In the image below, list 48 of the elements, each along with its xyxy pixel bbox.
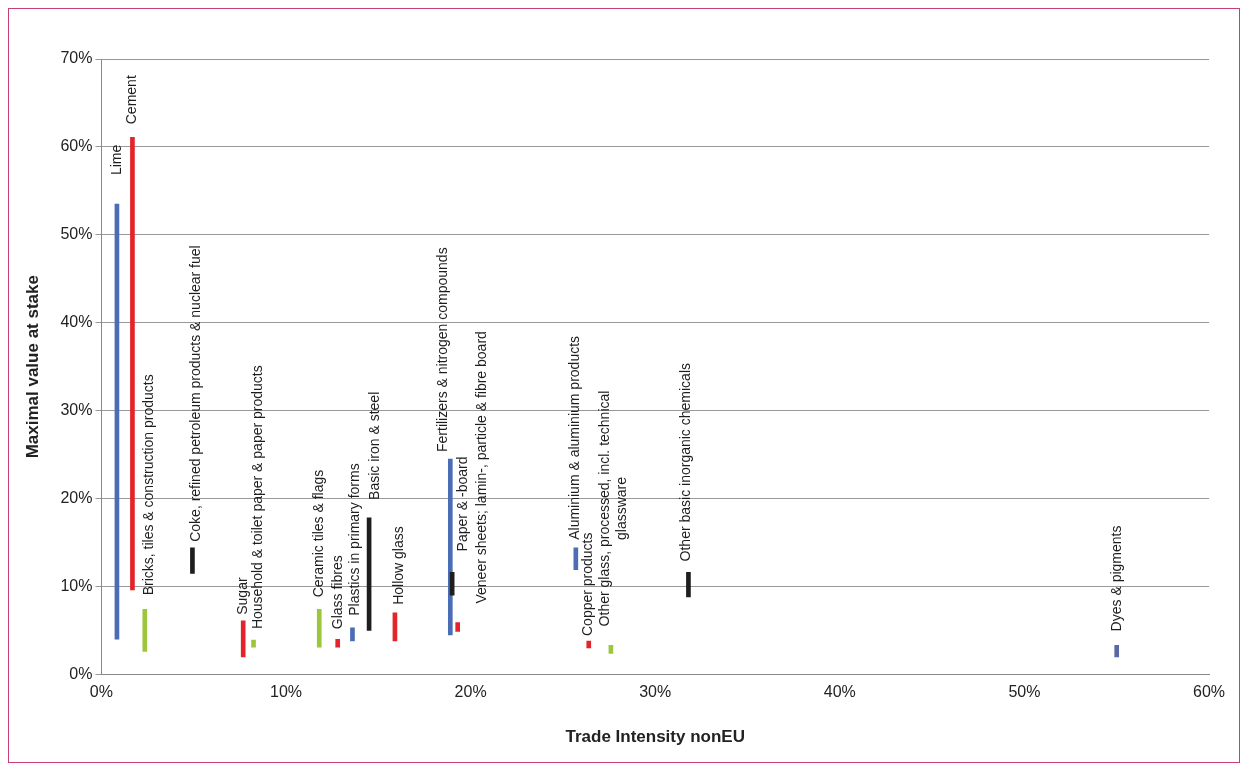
annotation: Ceramic tiles & flags bbox=[310, 469, 327, 598]
y-tick-label: 10% bbox=[60, 576, 93, 594]
annotation: Basic iron & steel bbox=[365, 391, 382, 500]
bar bbox=[251, 639, 256, 648]
x-tick-label: 30% bbox=[639, 683, 672, 701]
bar bbox=[350, 627, 355, 642]
x-tick-label: 10% bbox=[270, 683, 303, 701]
bar bbox=[335, 638, 341, 648]
annotation: Other basic inorganic chemicals bbox=[677, 363, 694, 562]
y-tick-label: 30% bbox=[60, 401, 93, 419]
bar bbox=[240, 620, 246, 658]
annotation: Glass fibres bbox=[328, 555, 345, 630]
bar bbox=[586, 640, 592, 649]
bar bbox=[447, 458, 453, 636]
annotation: Other glass, processed, incl. technical glassware bbox=[596, 390, 630, 627]
y-tick-label: 50% bbox=[60, 225, 93, 243]
bar bbox=[455, 622, 461, 632]
annotation: Veneer sheets; lamin-, particle & fibre board bbox=[472, 331, 489, 604]
annotation: Bricks, tiles & construction products bbox=[139, 374, 156, 596]
annotation: Dyes & pigments bbox=[1107, 525, 1124, 632]
x-tick-label: 0% bbox=[89, 683, 113, 701]
annotation: Lime bbox=[107, 144, 124, 176]
bar bbox=[608, 645, 614, 654]
annotation: Cement bbox=[123, 75, 140, 125]
annotation: Hollow glass bbox=[389, 526, 406, 605]
annotation: Household & toilet paper & paper products bbox=[249, 365, 266, 630]
x-tick-label: 20% bbox=[454, 683, 487, 701]
x-axis-title: Trade Intensity nonEU bbox=[565, 727, 745, 747]
y-tick-label: 70% bbox=[60, 49, 93, 67]
x-tick-label: 60% bbox=[1192, 683, 1226, 701]
bar bbox=[686, 572, 691, 598]
x-tick-label: 50% bbox=[1008, 683, 1041, 701]
y-tick-label: 60% bbox=[60, 137, 93, 155]
y-tick-label: 40% bbox=[60, 313, 93, 331]
y-axis-title: Maximal value at stake bbox=[22, 275, 42, 459]
annotation: Paper & -board bbox=[454, 456, 471, 552]
bar bbox=[190, 547, 195, 574]
bar bbox=[142, 609, 148, 652]
bar bbox=[1114, 645, 1120, 658]
bar bbox=[316, 609, 322, 648]
y-tick-label: 20% bbox=[60, 488, 93, 506]
y-tick-label: 0% bbox=[69, 664, 93, 682]
bar bbox=[130, 136, 135, 591]
x-tick-label: 40% bbox=[823, 683, 856, 701]
annotation: Plastics in primary forms bbox=[346, 463, 363, 616]
annotation: Coke, refined petroleum products & nuclear fuel bbox=[187, 245, 204, 542]
annotation: Sugar bbox=[234, 577, 251, 615]
annotation: Fertilizers & nitrogen compounds bbox=[434, 247, 451, 453]
